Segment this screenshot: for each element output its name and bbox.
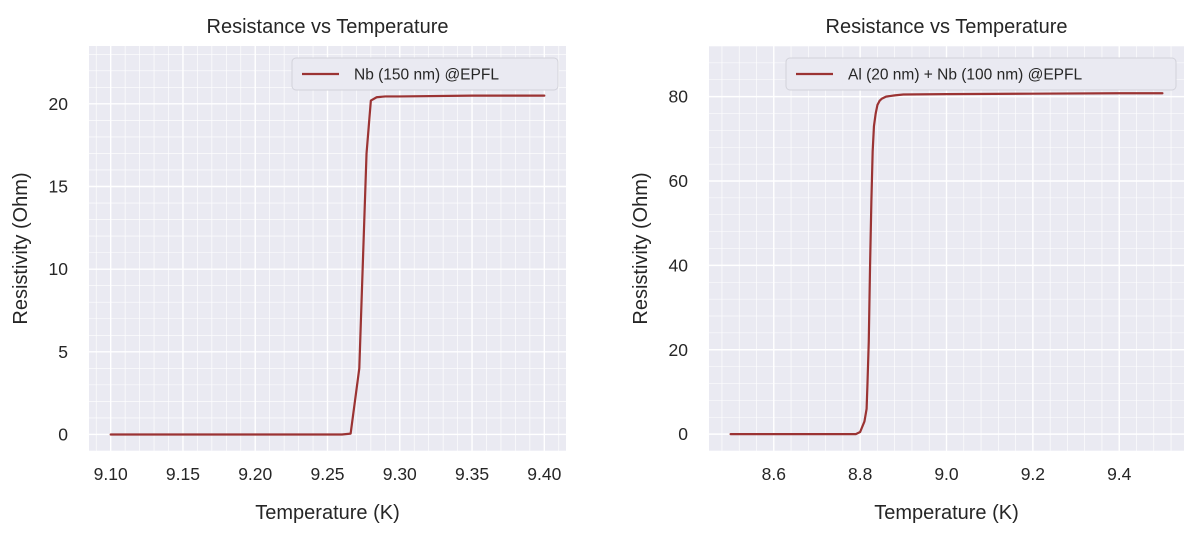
y-axis-label: Resistivity (Ohm): [630, 172, 652, 324]
x-tick-label: 9.10: [94, 464, 128, 484]
x-tick-label: 9.2: [1021, 464, 1045, 484]
chart-title: Resistance vs Temperature: [207, 16, 449, 38]
x-tick-label: 9.15: [166, 464, 200, 484]
x-tick-label: 9.0: [934, 464, 959, 484]
x-tick-label: 9.30: [383, 464, 417, 484]
y-tick-label: 0: [678, 424, 688, 444]
series-line: [729, 92, 1164, 436]
y-tick-label: 20: [669, 340, 689, 360]
x-axis-label: Temperature (K): [874, 502, 1019, 524]
y-tick-label: 80: [669, 87, 689, 107]
x-tick-label: 9.35: [455, 464, 489, 484]
grid: [709, 45, 1184, 452]
legend-label: Al (20 nm) + Nb (100 nm) @EPFL: [848, 67, 1082, 84]
legend-box: [291, 57, 559, 91]
x-tick-label: 9.4: [1107, 464, 1132, 484]
x-tick-label: 9.25: [310, 464, 344, 484]
y-tick-label: 10: [49, 259, 69, 279]
x-tick-label: 8.6: [762, 464, 786, 484]
x-tick-label: 9.40: [527, 464, 561, 484]
legend-box: [785, 57, 1177, 91]
x-tick-label: 9.20: [238, 464, 272, 484]
legend-label: Nb (150 nm) @EPFL: [354, 67, 499, 84]
legend: Al (20 nm) + Nb (100 nm) @EPFL: [785, 57, 1177, 91]
x-tick-label: 8.8: [848, 464, 872, 484]
y-tick-label: 0: [58, 424, 68, 444]
y-tick-label: 60: [669, 171, 689, 191]
left-plot: 9.10 9.15 9.20 9.25 9.30 9.35 9.40 0 5 10 15 20 Resi…: [10, 16, 566, 524]
y-tick-label: 20: [49, 94, 69, 114]
chart-title: Resistance vs Temperature: [826, 16, 1068, 38]
x-axis-label: Temperature (K): [255, 502, 400, 524]
y-tick-label: 15: [49, 177, 68, 197]
right-plot: 8.6 8.8 9.0 9.2 9.4 0 20 40 60 80 Resistance vs Te…: [630, 16, 1184, 524]
y-tick-label: 5: [58, 342, 68, 362]
legend: Nb (150 nm) @EPFL: [291, 57, 559, 91]
y-axis-label: Resistivity (Ohm): [10, 172, 32, 324]
grid: [89, 46, 566, 452]
y-tick-label: 40: [669, 255, 689, 275]
series-line: [109, 94, 546, 436]
